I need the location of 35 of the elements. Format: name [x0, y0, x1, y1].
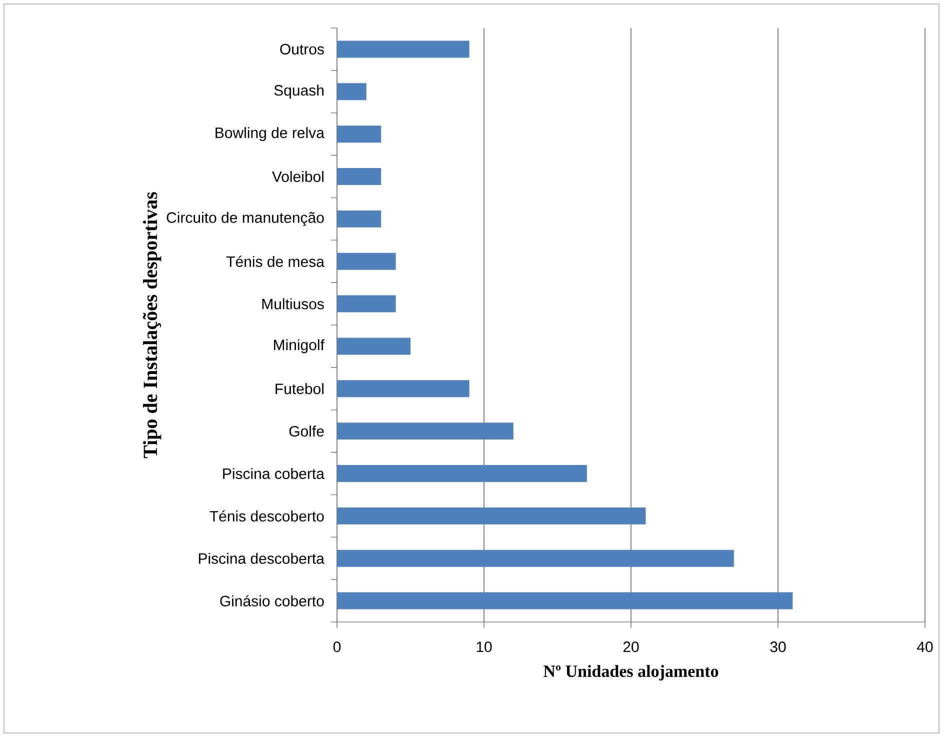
bar — [337, 380, 470, 398]
bar — [337, 592, 793, 610]
bar — [337, 422, 514, 440]
bar — [337, 295, 396, 312]
y-tick-label: Ténis descoberto — [210, 510, 324, 522]
x-tick-label: 20 — [623, 642, 639, 652]
bar — [337, 168, 382, 185]
y-tick-label: Squash — [274, 84, 324, 99]
y-tick-label: Minigolf — [274, 339, 324, 354]
x-tick-label: 10 — [476, 642, 492, 652]
bar — [337, 465, 587, 482]
y-tick-label: Outros — [280, 44, 324, 55]
bar — [337, 550, 734, 567]
bar — [337, 338, 411, 355]
bar — [337, 126, 382, 143]
y-tick-label: Voleibol — [272, 171, 324, 182]
bar — [337, 252, 396, 270]
y-axis-title: Tipo de Instalações desportivas — [142, 192, 162, 458]
y-tick-label: Bowling de relva — [216, 127, 324, 142]
x-tick-label: 40 — [917, 642, 933, 652]
bar — [337, 83, 366, 100]
bar — [337, 507, 646, 524]
y-tick-label: Multiusos — [262, 298, 324, 310]
y-tick-label: Ginásio coberto — [220, 595, 324, 606]
x-tick-label: 0 — [333, 642, 341, 652]
y-tick-label: Golfe — [289, 426, 324, 437]
bar — [337, 210, 382, 228]
x-tick-label: 30 — [770, 642, 786, 652]
y-tick-label: Piscina descoberta — [198, 552, 324, 564]
bar — [337, 40, 470, 58]
x-axis-title: Nº Unidades alojamento — [544, 665, 718, 680]
y-tick-label: Piscina coberta — [223, 468, 324, 480]
y-tick-label: Ténis de mesa — [226, 256, 324, 267]
y-tick-label: Futebol — [276, 383, 324, 394]
y-tick-label: Circuito de manutenção — [166, 212, 324, 226]
